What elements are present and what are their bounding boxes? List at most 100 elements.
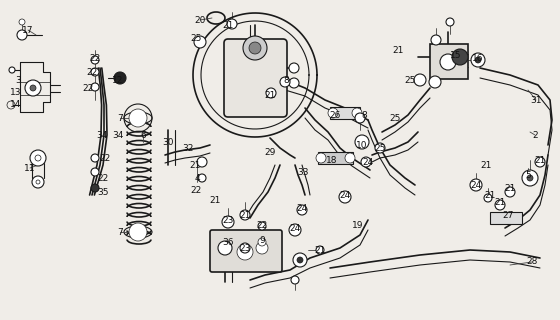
Text: 21: 21 [222, 20, 234, 29]
Text: 20: 20 [194, 15, 206, 25]
Circle shape [9, 67, 15, 73]
Circle shape [431, 35, 441, 45]
FancyBboxPatch shape [210, 230, 282, 272]
Text: 18: 18 [326, 156, 338, 164]
Circle shape [237, 244, 253, 260]
Circle shape [91, 68, 99, 76]
Circle shape [291, 276, 299, 284]
Text: 21: 21 [209, 196, 221, 204]
Circle shape [258, 238, 266, 246]
Circle shape [440, 54, 456, 70]
Circle shape [91, 154, 99, 162]
Circle shape [91, 184, 99, 192]
Bar [430, 44, 468, 79]
Text: 21: 21 [239, 211, 251, 220]
Circle shape [289, 63, 299, 73]
Circle shape [289, 78, 299, 88]
Text: 36: 36 [222, 237, 234, 246]
Text: 24: 24 [296, 204, 307, 212]
Circle shape [527, 175, 533, 181]
Circle shape [258, 222, 266, 230]
Circle shape [91, 56, 99, 64]
Text: 24: 24 [362, 157, 374, 166]
Text: 22: 22 [190, 186, 202, 195]
FancyBboxPatch shape [224, 39, 287, 117]
Circle shape [316, 246, 324, 254]
Circle shape [289, 224, 301, 236]
Text: 22: 22 [82, 84, 94, 92]
Text: 35: 35 [97, 188, 109, 196]
Text: 8: 8 [361, 110, 367, 119]
Text: 22: 22 [97, 173, 109, 182]
Circle shape [222, 216, 234, 228]
Text: 14: 14 [10, 100, 22, 108]
Circle shape [484, 194, 492, 202]
Circle shape [240, 210, 250, 220]
Text: 17: 17 [22, 26, 34, 35]
Circle shape [249, 42, 261, 54]
Circle shape [243, 36, 267, 60]
Circle shape [328, 108, 338, 118]
Text: 23: 23 [239, 244, 251, 252]
Circle shape [446, 18, 454, 26]
Text: 22: 22 [99, 154, 111, 163]
Text: 12: 12 [113, 76, 124, 84]
Circle shape [355, 135, 369, 149]
Text: 22: 22 [86, 68, 97, 76]
Text: 34: 34 [113, 131, 124, 140]
Text: 27: 27 [502, 211, 514, 220]
Text: 25: 25 [389, 114, 401, 123]
Text: 28: 28 [526, 258, 538, 267]
Text: 8: 8 [283, 76, 289, 84]
Bar [318, 152, 353, 164]
Circle shape [35, 155, 41, 161]
Text: 21: 21 [534, 156, 545, 164]
Circle shape [30, 150, 46, 166]
Text: 6: 6 [140, 131, 146, 140]
Text: 29: 29 [264, 148, 276, 156]
Circle shape [297, 257, 303, 263]
Text: 32: 32 [183, 143, 194, 153]
Text: 25: 25 [404, 76, 416, 84]
Text: 16: 16 [472, 53, 484, 62]
Circle shape [339, 191, 351, 203]
Text: 21: 21 [264, 91, 276, 100]
Circle shape [194, 36, 206, 48]
Circle shape [17, 30, 27, 40]
Circle shape [475, 57, 481, 63]
Circle shape [197, 157, 207, 167]
Circle shape [429, 76, 441, 88]
Text: 2: 2 [532, 131, 538, 140]
Circle shape [414, 74, 426, 86]
Text: 34: 34 [96, 131, 108, 140]
Bar [490, 212, 522, 224]
Text: 7: 7 [117, 114, 123, 123]
Text: 25: 25 [374, 143, 386, 153]
Circle shape [345, 153, 355, 163]
Circle shape [535, 157, 545, 167]
Circle shape [293, 253, 307, 267]
Circle shape [32, 176, 44, 188]
Text: 24: 24 [470, 180, 482, 189]
Text: 21: 21 [494, 197, 506, 206]
Circle shape [91, 83, 99, 91]
Circle shape [129, 109, 147, 127]
Text: 11: 11 [24, 164, 36, 172]
Circle shape [316, 153, 326, 163]
Circle shape [280, 77, 290, 87]
Circle shape [361, 157, 371, 167]
Circle shape [355, 113, 365, 123]
Circle shape [227, 19, 237, 29]
Text: 21: 21 [484, 190, 496, 199]
Text: 33: 33 [297, 167, 309, 177]
Circle shape [25, 80, 41, 96]
Circle shape [522, 170, 538, 186]
Text: 26: 26 [329, 110, 340, 119]
Circle shape [30, 85, 36, 91]
Text: 10: 10 [356, 140, 368, 149]
Text: 3: 3 [15, 76, 21, 84]
Text: 21: 21 [480, 161, 492, 170]
Text: 22: 22 [256, 220, 268, 229]
Text: 25: 25 [190, 34, 202, 43]
Text: 5: 5 [525, 171, 531, 180]
